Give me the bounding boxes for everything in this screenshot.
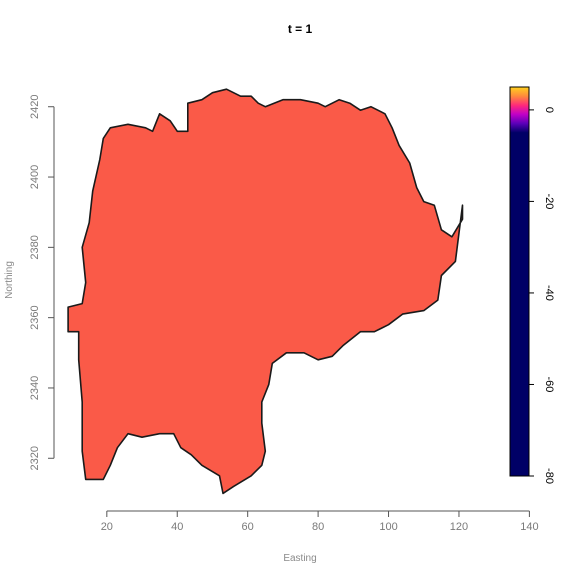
- x-tick-label: 60: [242, 521, 254, 533]
- x-tick-label: 40: [171, 521, 183, 533]
- x-tick-label: 100: [379, 521, 397, 533]
- colorbar: 0 -20 -40 -60 -80: [509, 86, 555, 484]
- y-tick-label: 2320: [29, 446, 41, 470]
- chart-title: t = 1: [288, 22, 313, 36]
- colorbar-tick-label: -80: [543, 468, 555, 484]
- y-tick-label: 2420: [29, 94, 41, 118]
- colorbar-tick-label: -20: [543, 193, 555, 209]
- y-tick-label: 2380: [29, 235, 41, 259]
- map-region: [67, 88, 464, 495]
- axes: 20 40 60 80 100 120 140 2320 2340 2360 2380 2400 242…: [29, 94, 539, 533]
- x-tick-label: 120: [450, 521, 468, 533]
- y-tick-label: 2360: [29, 305, 41, 329]
- x-tick-label: 140: [520, 521, 538, 533]
- y-tick-label: 2340: [29, 376, 41, 400]
- colorbar-tick-label: -40: [543, 285, 555, 301]
- colorbar-gradient: [509, 86, 530, 477]
- x-tick-label: 20: [101, 521, 113, 533]
- region-fill: [67, 88, 464, 495]
- x-axis-title: Easting: [283, 553, 316, 564]
- y-tick-label: 2400: [29, 165, 41, 189]
- colorbar-tick-label: -60: [543, 377, 555, 393]
- y-axis-title: Northing: [4, 261, 15, 299]
- x-tick-label: 80: [312, 521, 324, 533]
- colorbar-tick-label: 0: [543, 107, 555, 113]
